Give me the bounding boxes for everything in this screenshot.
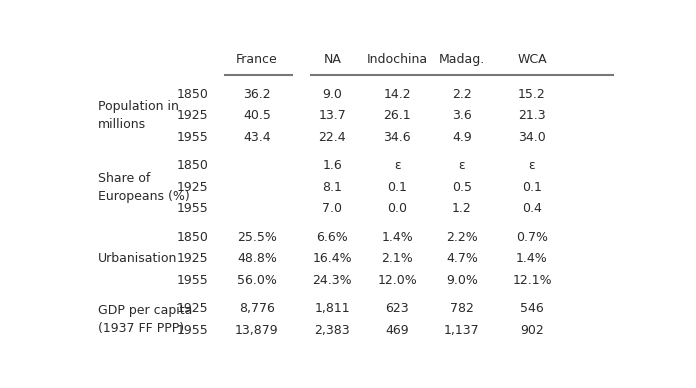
Text: 16.4%: 16.4%: [313, 252, 352, 265]
Text: 6.6%: 6.6%: [317, 231, 348, 244]
Text: 1955: 1955: [176, 274, 208, 287]
Text: 0.4: 0.4: [522, 202, 542, 215]
Text: 2.2%: 2.2%: [446, 231, 477, 244]
Text: 0.0: 0.0: [387, 202, 407, 215]
Text: 0.1: 0.1: [387, 181, 407, 194]
Text: 34.6: 34.6: [383, 131, 411, 144]
Text: 14.2: 14.2: [383, 88, 411, 101]
Text: 1.2: 1.2: [452, 202, 472, 215]
Text: 43.4: 43.4: [243, 131, 271, 144]
Text: Population in
millions: Population in millions: [97, 100, 179, 132]
Text: Madag.: Madag.: [438, 53, 485, 66]
Text: 13,879: 13,879: [235, 324, 278, 336]
Text: 1850: 1850: [176, 231, 208, 244]
Text: ε: ε: [529, 159, 535, 172]
Text: ε: ε: [394, 159, 400, 172]
Text: 902: 902: [520, 324, 544, 336]
Text: France: France: [236, 53, 278, 66]
Text: 1925: 1925: [176, 252, 208, 265]
Text: 22.4: 22.4: [319, 131, 346, 144]
Text: 7.0: 7.0: [322, 202, 342, 215]
Text: 9.0%: 9.0%: [446, 274, 478, 287]
Text: 1955: 1955: [176, 202, 208, 215]
Text: 15.2: 15.2: [518, 88, 546, 101]
Text: 1850: 1850: [176, 88, 208, 101]
Text: 1955: 1955: [176, 324, 208, 336]
Text: 2.2: 2.2: [452, 88, 472, 101]
Text: 25.5%: 25.5%: [237, 231, 277, 244]
Text: 36.2: 36.2: [243, 88, 271, 101]
Text: 0.1: 0.1: [522, 181, 542, 194]
Text: 3.6: 3.6: [452, 109, 472, 122]
Text: 1925: 1925: [176, 302, 208, 315]
Text: WCA: WCA: [517, 53, 547, 66]
Text: 56.0%: 56.0%: [237, 274, 277, 287]
Text: 1925: 1925: [176, 181, 208, 194]
Text: 1.6: 1.6: [322, 159, 342, 172]
Text: 623: 623: [386, 302, 409, 315]
Text: 48.8%: 48.8%: [237, 252, 277, 265]
Text: 8,776: 8,776: [239, 302, 275, 315]
Text: NA: NA: [324, 53, 341, 66]
Text: 469: 469: [386, 324, 409, 336]
Text: 1955: 1955: [176, 131, 208, 144]
Text: 2,383: 2,383: [315, 324, 350, 336]
Text: 12.0%: 12.0%: [377, 274, 417, 287]
Text: 40.5: 40.5: [243, 109, 271, 122]
Text: 21.3: 21.3: [519, 109, 546, 122]
Text: 0.5: 0.5: [452, 181, 472, 194]
Text: 1,811: 1,811: [315, 302, 350, 315]
Text: 4.9: 4.9: [452, 131, 472, 144]
Text: 24.3%: 24.3%: [313, 274, 352, 287]
Text: Urbanisation: Urbanisation: [97, 252, 177, 265]
Text: 4.7%: 4.7%: [446, 252, 478, 265]
Text: 1925: 1925: [176, 109, 208, 122]
Text: ε: ε: [459, 159, 465, 172]
Text: 782: 782: [450, 302, 474, 315]
Text: 13.7: 13.7: [319, 109, 347, 122]
Text: 2.1%: 2.1%: [381, 252, 413, 265]
Text: 546: 546: [520, 302, 544, 315]
Text: 34.0: 34.0: [518, 131, 546, 144]
Text: 1.4%: 1.4%: [516, 252, 548, 265]
Text: GDP per capita
(1937 FF PPP): GDP per capita (1937 FF PPP): [97, 304, 192, 335]
Text: 12.1%: 12.1%: [512, 274, 552, 287]
Text: 1.4%: 1.4%: [381, 231, 413, 244]
Text: 1,137: 1,137: [444, 324, 480, 336]
Text: 26.1: 26.1: [383, 109, 411, 122]
Text: 8.1: 8.1: [322, 181, 342, 194]
Text: 0.7%: 0.7%: [516, 231, 548, 244]
Text: 1850: 1850: [176, 159, 208, 172]
Text: Indochina: Indochina: [367, 53, 428, 66]
Text: 9.0: 9.0: [322, 88, 342, 101]
Text: Share of
Europeans (%): Share of Europeans (%): [97, 172, 189, 203]
